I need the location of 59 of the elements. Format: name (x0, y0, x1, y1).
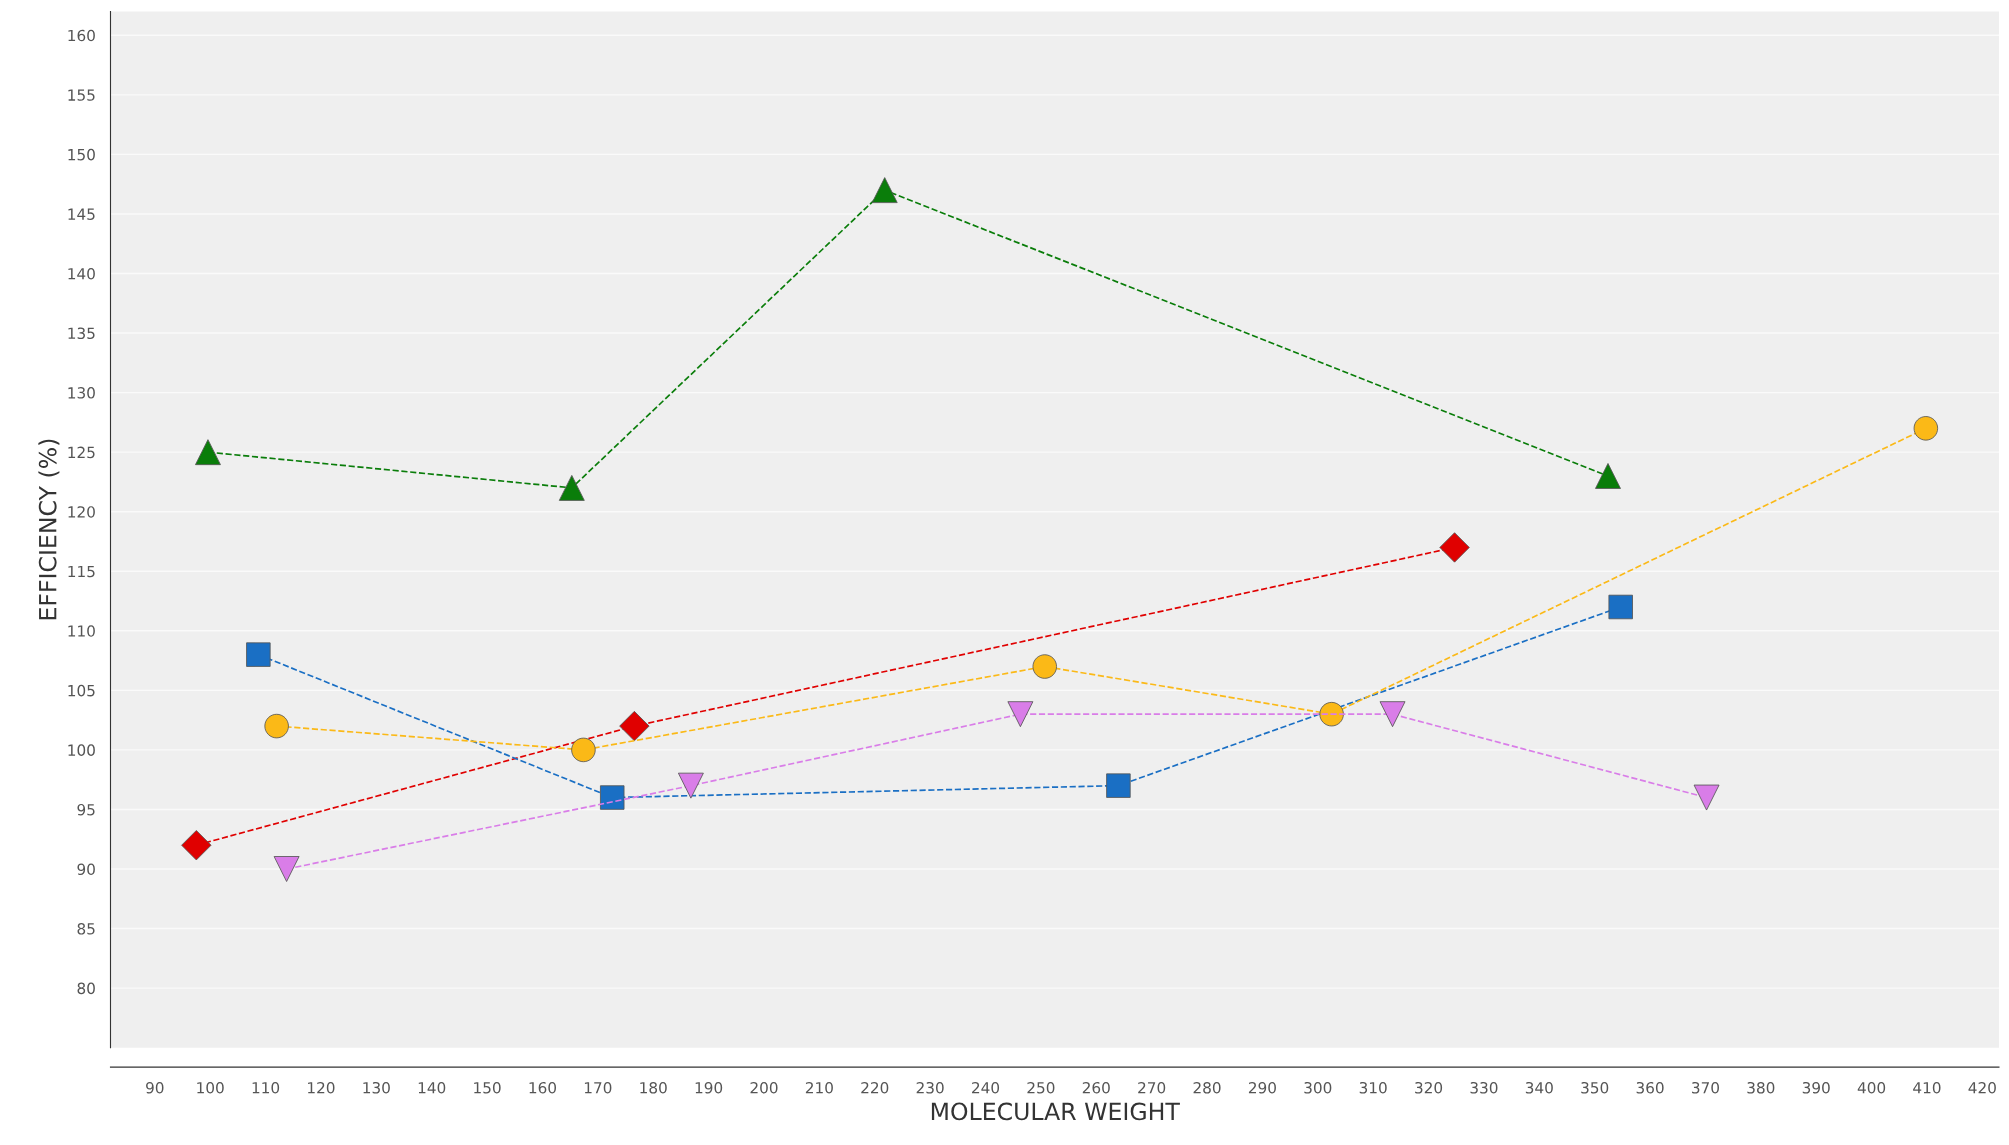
y-tick-label: 120 (68, 506, 95, 518)
x-tick-label: 410 (1913, 1081, 1941, 1094)
y-tick-label: 150 (68, 148, 95, 161)
x-tick-label: 130 (363, 1081, 390, 1094)
y-tick-label: 135 (68, 327, 95, 340)
y-tick-label: 130 (68, 387, 95, 399)
x-tick-label: 340 (1525, 1081, 1553, 1094)
x-tick-label: 220 (861, 1081, 889, 1094)
x-tick-label: 280 (1193, 1081, 1221, 1094)
y-tick-label: 155 (68, 89, 95, 101)
x-tick-label: 170 (584, 1081, 612, 1094)
x-tick-label: 200 (750, 1081, 778, 1094)
x-tick-label: 320 (1415, 1081, 1443, 1094)
y-tick-label: 90 (77, 863, 95, 876)
x-tick-label: 100 (197, 1081, 224, 1094)
y-tick-label: 110 (68, 625, 95, 637)
x-tick-label: 400 (1857, 1081, 1886, 1094)
x-tick-label: 110 (252, 1081, 280, 1094)
x-tick-label: 120 (308, 1081, 335, 1094)
x-tick-label: 300 (1304, 1081, 1332, 1094)
x-tick-label: 160 (529, 1081, 557, 1094)
point (619, 710, 650, 742)
x-tick-label: 290 (1248, 1081, 1276, 1094)
x-tick-label: 230 (916, 1081, 944, 1094)
y-tick-label: 145 (68, 208, 95, 220)
x-tick-label: 250 (1027, 1081, 1055, 1094)
point (1693, 784, 1720, 811)
y-tick-label: 100 (68, 744, 95, 756)
x-tick-label: 390 (1802, 1081, 1830, 1094)
y-tick-label: 160 (68, 29, 95, 42)
y-tick-label: 80 (77, 982, 95, 995)
x-tick-label: 380 (1747, 1081, 1775, 1094)
x-tick-label: 180 (640, 1081, 667, 1094)
x-tick-label: 310 (1359, 1081, 1387, 1094)
x-tick-label: 240 (972, 1081, 1000, 1094)
x-tick-label: 270 (1138, 1081, 1166, 1094)
point (1379, 701, 1406, 728)
x-tick-label: 330 (1470, 1081, 1498, 1094)
x-tick-label: 150 (474, 1081, 501, 1094)
x-axis-title: MOLECULAR WEIGHT (931, 1102, 1180, 1121)
x-tick-label: 190 (695, 1081, 723, 1094)
point (195, 439, 221, 466)
x-tick-label: 350 (1581, 1081, 1609, 1094)
point (1439, 532, 1470, 563)
x-tick-label: 260 (1082, 1081, 1110, 1094)
x-tick-label: 370 (1692, 1081, 1720, 1094)
y-tick-label: 105 (68, 684, 95, 697)
y-axis-title: EFFICIENCY (%) (38, 439, 60, 620)
x-tick-label: 420 (1968, 1081, 1996, 1094)
y-tick-label: 95 (77, 803, 95, 816)
y-tick-label: 140 (68, 267, 95, 280)
x-tick-label: 140 (418, 1081, 446, 1094)
x-tick-label: 360 (1636, 1081, 1664, 1094)
x-tick-label: 90 (146, 1081, 164, 1094)
point (264, 713, 289, 739)
y-tick-label: 85 (77, 923, 95, 935)
y-tick-label: 115 (68, 565, 95, 578)
x-tick-label: 210 (805, 1081, 833, 1094)
y-tick-label: 125 (68, 446, 95, 459)
